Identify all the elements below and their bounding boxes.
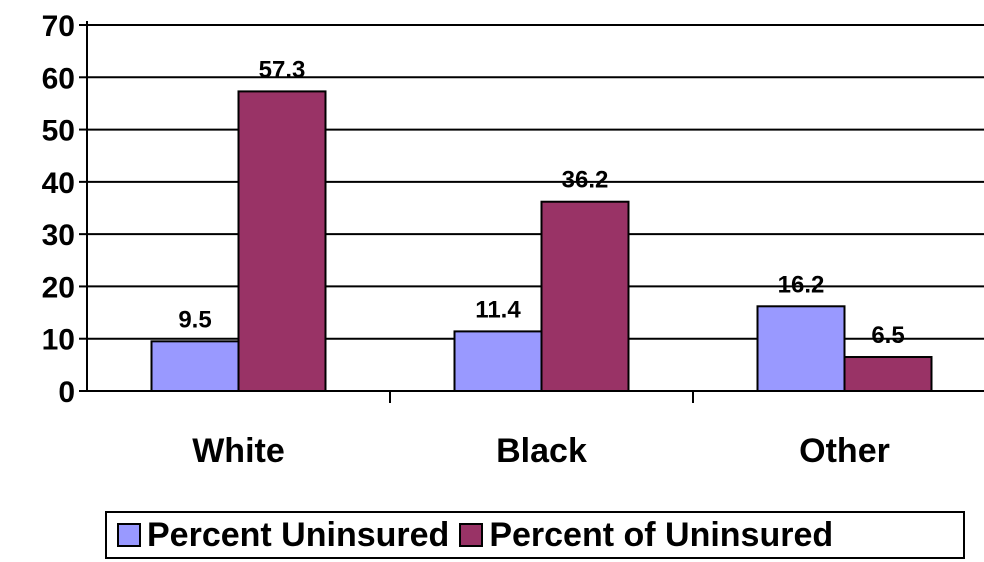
data-label: 36.2 — [562, 167, 609, 194]
legend-item-percent-of-uninsured: Percent of Uninsured — [459, 518, 833, 552]
bar — [843, 356, 933, 392]
y-tick-label: 30 — [42, 219, 75, 252]
bars — [150, 90, 933, 393]
bar-chart: 0 10 20 30 40 50 60 70 9.5 57.3 White 11.4 36.2 Black… — [42, 10, 984, 470]
y-tick-label: 50 — [42, 115, 75, 148]
legend-swatch-percent-of-uninsured — [459, 523, 484, 547]
legend: Percent Uninsured Percent of Uninsured — [105, 511, 965, 559]
y-tick-label: 20 — [42, 271, 75, 304]
bar — [756, 305, 846, 393]
data-label: 6.5 — [871, 322, 904, 349]
data-label: 9.5 — [178, 306, 211, 333]
bar — [540, 200, 630, 392]
data-label: 57.3 — [259, 56, 306, 83]
y-tick-label: 60 — [42, 62, 75, 95]
legend-item-percent-uninsured: Percent Uninsured — [117, 518, 449, 552]
gridlines — [87, 24, 984, 340]
bar — [453, 330, 543, 392]
x-tick-label: White — [192, 432, 285, 470]
bar — [237, 90, 327, 392]
data-label: 11.4 — [475, 296, 521, 323]
y-tick-label: 40 — [42, 167, 75, 200]
labels: 0 10 20 30 40 50 60 70 9.5 57.3 White 11.4 36.2 Black… — [42, 10, 905, 470]
y-tick-label: 0 — [58, 376, 75, 409]
legend-swatch-percent-uninsured — [117, 523, 141, 547]
legend-label-percent-of-uninsured: Percent of Uninsured — [489, 516, 834, 554]
x-tick-label: Black — [496, 432, 587, 470]
x-tick-label: Other — [799, 432, 890, 470]
y-tick-label: 10 — [42, 324, 75, 357]
bar — [150, 340, 240, 393]
legend-label-percent-uninsured: Percent Uninsured — [147, 516, 450, 554]
data-label: 16.2 — [778, 271, 825, 298]
axes — [79, 21, 984, 403]
y-tick-label: 70 — [42, 10, 75, 43]
